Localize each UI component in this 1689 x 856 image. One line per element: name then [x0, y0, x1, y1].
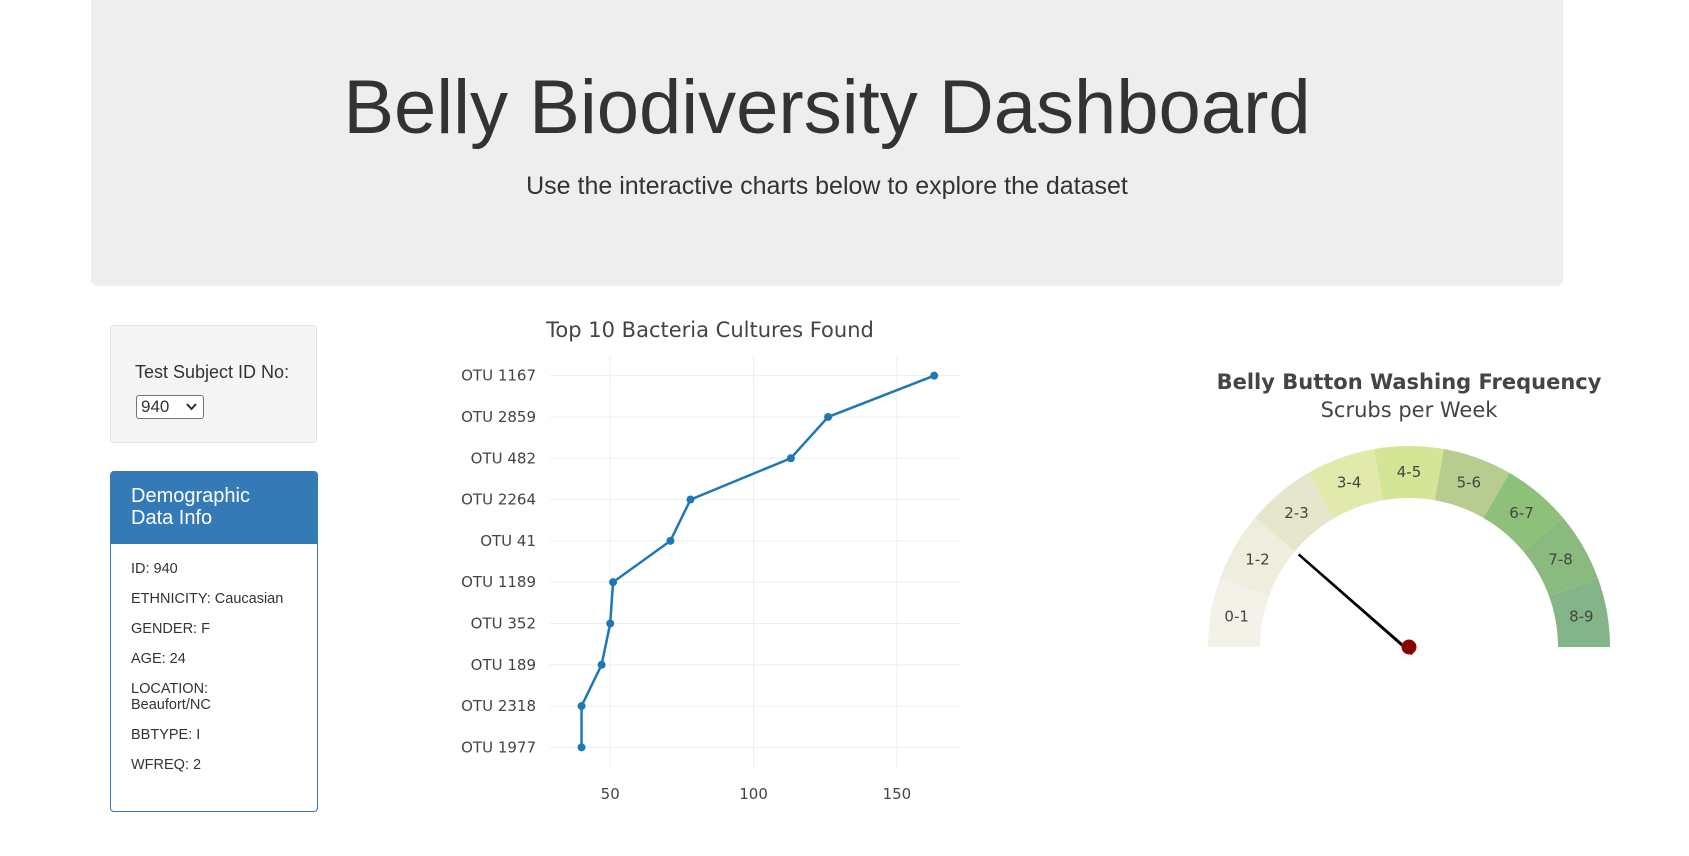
- gauge-sector-label: 3-4: [1337, 474, 1362, 492]
- subject-selector-well: Test Subject ID No: 940: [110, 325, 317, 443]
- data-point[interactable]: [686, 495, 695, 504]
- data-point[interactable]: [666, 536, 675, 545]
- header-jumbotron: Belly Biodiversity Dashboard Use the int…: [91, 0, 1563, 286]
- gauge-sector[interactable]: [1255, 472, 1335, 552]
- gauge-subtitle: Scrubs per Week: [1321, 398, 1499, 422]
- y-tick-label: OTU 2264: [461, 491, 536, 509]
- gauge-sector-label: 1-2: [1245, 551, 1270, 569]
- data-point[interactable]: [597, 660, 606, 669]
- page-subtitle: Use the interactive charts below to expl…: [526, 172, 1128, 200]
- demo-ethnicity: ETHNICITY: Caucasian: [131, 591, 284, 607]
- y-tick-label: OTU 1977: [461, 738, 536, 756]
- y-tick-label: OTU 189: [471, 656, 536, 674]
- y-tick-label: OTU 1189: [461, 573, 536, 591]
- demo-id: ID: 940: [131, 561, 178, 577]
- gauge-sector-label: 4-5: [1397, 463, 1422, 481]
- data-point[interactable]: [786, 454, 795, 463]
- subject-id-label: Test Subject ID No:: [135, 362, 290, 382]
- y-tick-label: OTU 2318: [461, 697, 536, 715]
- gauge-sector[interactable]: [1308, 449, 1384, 518]
- gauge-hub: [1401, 639, 1417, 655]
- top10-line-chart[interactable]: Top 10 Bacteria Cultures Found OTU 1167 O…: [440, 310, 980, 830]
- y-tick-label: OTU 2859: [461, 408, 536, 426]
- gauge-sector[interactable]: [1483, 472, 1563, 552]
- x-tick-label: 100: [739, 785, 768, 803]
- x-tick-label: 50: [601, 785, 620, 803]
- y-tick-label: OTU 352: [471, 614, 536, 632]
- gauge-sector-label: 0-1: [1224, 608, 1249, 626]
- data-point[interactable]: [824, 412, 833, 421]
- gauge-sector[interactable]: [1220, 517, 1295, 597]
- gauge-sector[interactable]: [1549, 578, 1610, 647]
- demographic-panel: Demographic Data Info ID: 940 ETHNICITY:…: [110, 471, 318, 812]
- y-tick-label: OTU 1167: [461, 367, 536, 385]
- gauge-sector-label: 8-9: [1569, 608, 1594, 626]
- gauge-sector-label: 6-7: [1509, 504, 1534, 522]
- demo-wfreq: WFREQ: 2: [131, 757, 202, 773]
- data-point[interactable]: [609, 578, 618, 587]
- gauge-sector[interactable]: [1523, 517, 1598, 597]
- series-line: [580, 374, 935, 748]
- demo-bbtype: BBTYPE: I: [131, 727, 201, 743]
- x-tick-label: 150: [883, 785, 912, 803]
- gauge-sector[interactable]: [1208, 578, 1269, 647]
- subject-id-value: 940: [141, 397, 170, 416]
- gauge-sector[interactable]: [1434, 449, 1510, 518]
- data-point[interactable]: [930, 371, 939, 380]
- gauge-sector-label: 5-6: [1457, 474, 1482, 492]
- chevron-down-icon: [186, 396, 197, 425]
- data-point[interactable]: [577, 702, 586, 711]
- demographic-panel-title: Demographic Data Info: [111, 472, 317, 544]
- page-title: Belly Biodiversity Dashboard: [343, 65, 1311, 150]
- wash-frequency-gauge[interactable]: Belly Button Washing Frequency Scrubs pe…: [1180, 360, 1640, 690]
- gauge-sector-label: 7-8: [1548, 551, 1573, 569]
- y-tick-label: OTU 482: [471, 449, 536, 467]
- demographic-panel-body: ID: 940 ETHNICITY: Caucasian GENDER: F A…: [111, 544, 317, 773]
- data-point[interactable]: [577, 743, 586, 752]
- demo-gender: GENDER: F: [131, 621, 210, 637]
- data-point[interactable]: [606, 619, 615, 628]
- demo-age: AGE: 24: [131, 651, 186, 667]
- demo-location: LOCATION: Beaufort/NC: [131, 681, 211, 713]
- y-tick-label: OTU 41: [480, 532, 536, 550]
- gauge-needle: [1297, 553, 1414, 656]
- gauge-sector-label: 2-3: [1284, 504, 1309, 522]
- gauge-title: Belly Button Washing Frequency: [1217, 370, 1602, 394]
- chart-title: Top 10 Bacteria Cultures Found: [545, 318, 874, 342]
- gauge-sector[interactable]: [1374, 446, 1444, 501]
- subject-id-select[interactable]: 940: [136, 395, 204, 419]
